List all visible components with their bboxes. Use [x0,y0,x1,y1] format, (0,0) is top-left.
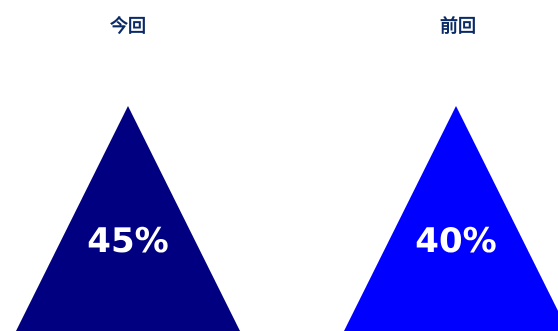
current-title: 今回 [110,16,146,37]
previous-value-label: 40% [415,221,496,261]
current-triangle [16,106,240,331]
previous-title: 前回 [440,16,476,37]
previous-triangle [344,106,558,331]
current-value-label: 45% [87,221,168,261]
